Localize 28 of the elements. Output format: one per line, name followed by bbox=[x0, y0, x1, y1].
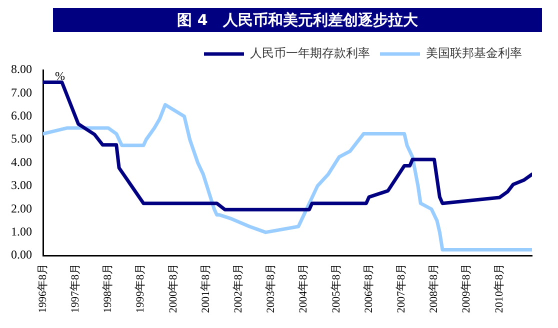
legend-label: 美国联邦基金利率 bbox=[426, 46, 522, 60]
x-tick-label: 1999年8月 bbox=[134, 264, 147, 313]
y-tick-label: 5.00 bbox=[11, 132, 32, 146]
x-tick-label: 2007年8月 bbox=[395, 264, 408, 313]
y-tick-label: 2.00 bbox=[11, 201, 32, 216]
x-tick-label: 2003年8月 bbox=[265, 264, 278, 313]
legend-label: 人民币一年期存款利率 bbox=[250, 46, 370, 60]
x-tick-label: 2001年8月 bbox=[200, 264, 212, 313]
x-tick-label: 1997年8月 bbox=[69, 264, 82, 313]
y-tick-label: 6.00 bbox=[11, 108, 32, 123]
x-tick-label: 2000年8月 bbox=[167, 264, 180, 313]
y-tick-label: 8.00 bbox=[11, 62, 32, 76]
y-axis-title: % bbox=[55, 69, 65, 84]
x-tick-label: 1996年8月 bbox=[36, 264, 49, 313]
x-tick-label: 2008年8月 bbox=[428, 264, 440, 313]
x-tick-label: 2006年8月 bbox=[362, 264, 375, 313]
y-tick-label: 3.00 bbox=[11, 178, 32, 192]
x-tick-label: 2002年8月 bbox=[232, 264, 244, 313]
y-tick-label: 0.00 bbox=[11, 248, 32, 262]
y-tick-label: 7.00 bbox=[11, 85, 32, 100]
x-tick-label: 1998年8月 bbox=[102, 264, 114, 313]
x-tick-label: 2005年8月 bbox=[330, 264, 342, 313]
chart-title: 图 4 人民币和美元利差创逐步拉大 bbox=[53, 8, 542, 32]
y-tick-label: 4.00 bbox=[11, 154, 32, 169]
x-tick-label: 2009年8月 bbox=[460, 264, 473, 313]
x-tick-label: 2010年8月 bbox=[493, 264, 506, 313]
y-tick-label: 1.00 bbox=[11, 224, 32, 238]
x-tick-label: 2004年8月 bbox=[298, 264, 310, 313]
